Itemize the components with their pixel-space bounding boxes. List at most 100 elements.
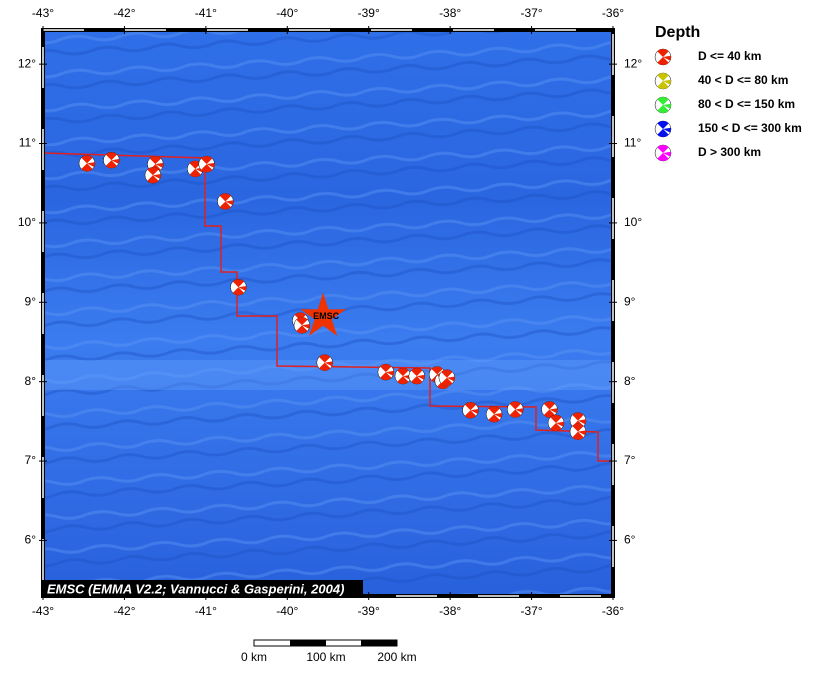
star-label: EMSC [313,311,340,321]
earthquake [541,401,558,418]
lat-label-right: 6° [624,533,636,547]
beachball-sector [577,430,586,436]
lat-label-left: 11° [19,136,36,150]
beachball-sector [324,361,333,367]
beachball-sector [219,193,232,210]
lat-label-left: 10° [18,215,36,229]
beachball-sector [301,324,310,329]
beachball-sector [515,408,524,414]
beachball-sector [206,162,215,168]
plate-boundary [43,152,613,462]
lon-label-bottom: -37° [520,604,542,618]
earthquake [293,317,311,334]
legend-label: 150 < D <= 300 km [698,121,802,135]
beachball-sector [556,421,564,427]
lon-label-bottom: -40° [276,604,298,618]
lon-label-top: -36° [602,6,624,20]
beachball-sector [81,155,93,172]
earthquake [569,423,587,440]
lat-label-left: 12° [18,56,36,70]
beachball-sector [105,152,118,169]
lat-label-left: 6° [25,533,37,547]
earthquake [144,167,162,184]
lon-label-top: -42° [113,6,135,20]
earthquake [438,369,456,386]
beachball-sector [152,174,161,179]
earthquake [377,363,395,381]
beachball-sector [225,200,234,206]
beachball-sector [550,414,562,431]
legend-label: D <= 40 km [698,49,761,63]
beachball-sector [663,79,671,85]
beachball-sector [657,97,669,113]
beachball-sector [319,354,331,371]
scale-bar-segment [361,640,397,646]
credit: EMSC (EMMA V2.2; Vannucci & Gasperini, 2… [47,581,344,596]
legend-label: 80 < D <= 150 km [698,97,795,111]
lat-label-left: 9° [25,294,37,308]
lon-label-top: -41° [195,6,217,20]
beachball-sector [411,368,423,385]
beachball-sector [549,408,558,414]
beachball-sector [657,72,669,90]
beachball-sector [86,162,95,167]
beachball-sector [147,167,159,184]
epicenter-star [300,292,346,336]
lat-label-right: 11° [624,136,641,150]
lon-label-bottom: -41° [195,604,217,618]
beachball-sector [232,279,245,296]
lon-label-bottom: -43° [32,604,54,618]
lon-label-top: -38° [439,6,461,20]
earthquake [408,367,426,385]
beachball-sector [441,369,453,386]
beachball-sector [663,151,671,157]
lon-label-top: -43° [32,6,54,20]
beachball-sector [509,401,521,418]
lon-label-bottom: -39° [358,604,380,618]
lon-label-top: -40° [276,6,298,20]
beachball-sector [189,160,201,177]
earthquake [103,151,120,169]
legend-label: D > 300 km [698,145,761,159]
lat-label-right: 7° [624,453,636,467]
beachball-sector [470,408,479,414]
beachball-sector [111,158,120,164]
beachball-sector [577,419,586,425]
beachball-sector [385,370,394,376]
earthquake [217,193,234,210]
legend-symbol [654,144,672,162]
earthquake [462,401,479,419]
beachball-sector [397,368,409,385]
beachball-sector [416,374,425,380]
lat-label-right: 9° [624,294,636,308]
beachball-sector [657,144,669,161]
scale-label: 200 km [377,650,416,664]
beachball-sector [663,103,671,109]
beachball-sector [464,402,477,419]
earthquake [198,155,215,173]
lat-label-right: 12° [624,56,642,70]
scale-label: 0 km [241,650,267,664]
legend-label: 40 < D <= 80 km [698,73,788,87]
beachball-sector [657,120,669,138]
legend-symbol [654,72,672,90]
beachball-sector [494,412,503,418]
earthquake [78,155,96,172]
lat-label-right: 8° [624,374,636,388]
beachball-sector [543,401,556,418]
legend-title: Depth [655,24,700,41]
earthquake [485,405,503,423]
legend-symbol [654,48,672,66]
beachball-sector [238,285,247,291]
beachball-sector [380,364,392,381]
earthquake [394,367,412,385]
beachball-sector [572,423,584,440]
beachball-sector [657,48,669,65]
beachball-sector [446,376,455,382]
scale-bar-segment [290,640,326,646]
beachball-sector [663,55,671,61]
lon-label-top: -37° [520,6,542,20]
legend-symbol [654,96,672,114]
